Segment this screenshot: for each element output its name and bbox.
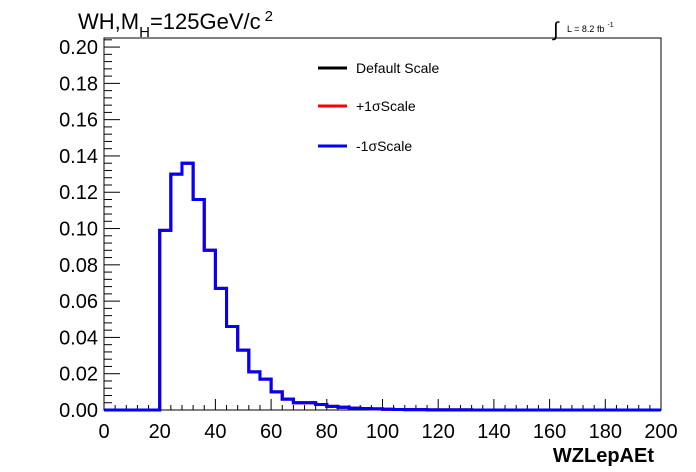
lumi-text: L = 8.2 fb — [567, 24, 604, 34]
x-tick-label: 120 — [422, 421, 455, 443]
y-tick-label: 0.02 — [59, 364, 98, 386]
lumi-integral-symbol: ∫ — [552, 19, 560, 41]
y-tick-label: 0.16 — [59, 110, 98, 132]
plot-frame — [103, 37, 662, 411]
title-suffix: =125GeV/c — [150, 9, 261, 34]
y-tick-label: 0.08 — [59, 255, 98, 277]
y-tick-label: 0.20 — [59, 37, 98, 59]
legend-label-2: -1σScale — [356, 138, 412, 154]
x-tick-label: 100 — [366, 421, 399, 443]
y-tick-label: 0.10 — [59, 219, 98, 241]
y-tick-label: 0.12 — [59, 182, 98, 204]
x-tick-label: 180 — [589, 421, 622, 443]
x-tick-label: 140 — [477, 421, 510, 443]
x-tick-label: 80 — [316, 421, 338, 443]
lumi-superscript: -1 — [607, 22, 613, 29]
series-layer — [104, 161, 661, 412]
x-tick-label: 40 — [204, 421, 226, 443]
x-tick-label: 20 — [149, 421, 171, 443]
series-line-2 — [104, 161, 661, 412]
legend-label-0: Default Scale — [356, 60, 439, 76]
title-subscript: H — [139, 24, 150, 41]
y-tick-label: 0.14 — [59, 146, 98, 168]
x-tick-label: 160 — [533, 421, 566, 443]
series-line-1 — [104, 161, 661, 412]
title-superscript: 2 — [265, 8, 273, 25]
y-tick-label: 0.00 — [59, 400, 98, 422]
x-tick-label: 200 — [644, 421, 677, 443]
x-axis-title: WZLepAEt — [553, 445, 654, 467]
x-tick-label: 60 — [260, 421, 282, 443]
x-axis: 0 20 40 60 80 100 120 140 160 180 200 — [98, 399, 678, 443]
legend-label-1: +1σScale — [356, 98, 416, 114]
title-prefix: WH,M — [78, 9, 139, 34]
y-tick-label: 0.18 — [59, 73, 98, 95]
series-line-0 — [104, 161, 661, 412]
chart-title: WH,MH=125GeV/c 2 — [78, 8, 273, 41]
legend: Default Scale +1σScale -1σScale — [318, 60, 439, 154]
x-tick-label: 0 — [98, 421, 109, 443]
y-tick-label: 0.04 — [59, 327, 98, 349]
y-axis: 0.00 0.02 0.04 0.06 0.08 0.10 0.12 0.14 0.16 0.18… — [59, 37, 120, 422]
lumi-label: L = 8.2 fb -1 — [567, 22, 614, 34]
y-tick-label: 0.06 — [59, 291, 98, 313]
